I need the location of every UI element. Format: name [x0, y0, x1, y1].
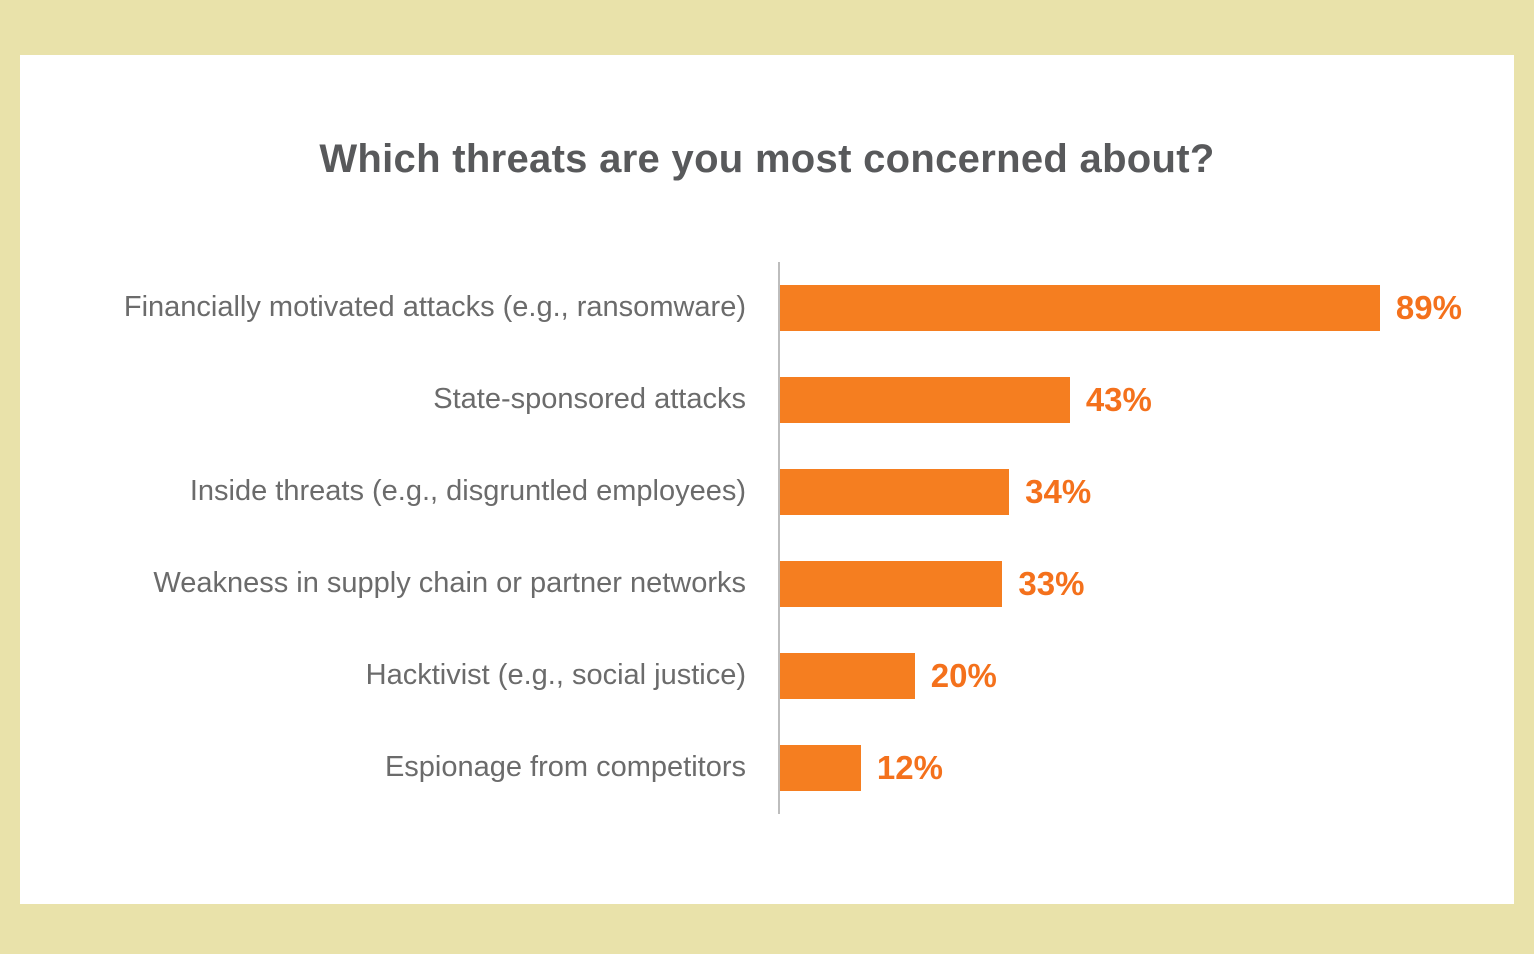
bar-row: Espionage from competitors 12% — [20, 722, 1514, 814]
value-label: 89% — [1395, 289, 1462, 326]
value-label: 43% — [1085, 381, 1152, 418]
value-label: 20% — [930, 657, 997, 694]
bar — [780, 285, 1380, 331]
value-label: 33% — [1018, 565, 1085, 602]
value-label: 12% — [876, 749, 943, 786]
bar-row: State-sponsored attacks 43% — [20, 354, 1514, 446]
chart-card: Which threats are you most concerned abo… — [20, 55, 1514, 904]
bar — [780, 377, 1070, 423]
category-label: Espionage from competitors — [384, 751, 746, 784]
chart-title: Which threats are you most concerned abo… — [319, 137, 1215, 181]
value-label: 34% — [1025, 473, 1092, 510]
category-label: Weakness in supply chain or partner netw… — [153, 567, 746, 600]
bar-chart: Financially motivated attacks (e.g., ran… — [20, 262, 1514, 814]
bar-row: Inside threats (e.g., disgruntled employ… — [20, 446, 1514, 538]
bar — [780, 653, 915, 699]
category-label: Inside threats (e.g., disgruntled employ… — [189, 475, 746, 508]
bar-row: Financially motivated attacks (e.g., ran… — [20, 262, 1514, 354]
bar — [780, 745, 861, 791]
bar-area: 12% — [778, 722, 1514, 814]
bar-area: 33% — [778, 538, 1514, 630]
bar-area: 89% — [778, 262, 1514, 354]
bar-rows: Financially motivated attacks (e.g., ran… — [20, 262, 1514, 814]
category-label: Hacktivist (e.g., social justice) — [365, 659, 746, 692]
bar-area: 20% — [778, 630, 1514, 722]
bar-row: Weakness in supply chain or partner netw… — [20, 538, 1514, 630]
bar-area: 34% — [778, 446, 1514, 538]
bar — [780, 469, 1010, 515]
category-label: State-sponsored attacks — [433, 383, 746, 416]
category-label: Financially motivated attacks (e.g., ran… — [123, 291, 746, 324]
bar-area: 43% — [778, 354, 1514, 446]
bar — [780, 561, 1003, 607]
bar-row: Hacktivist (e.g., social justice) 20% — [20, 630, 1514, 722]
